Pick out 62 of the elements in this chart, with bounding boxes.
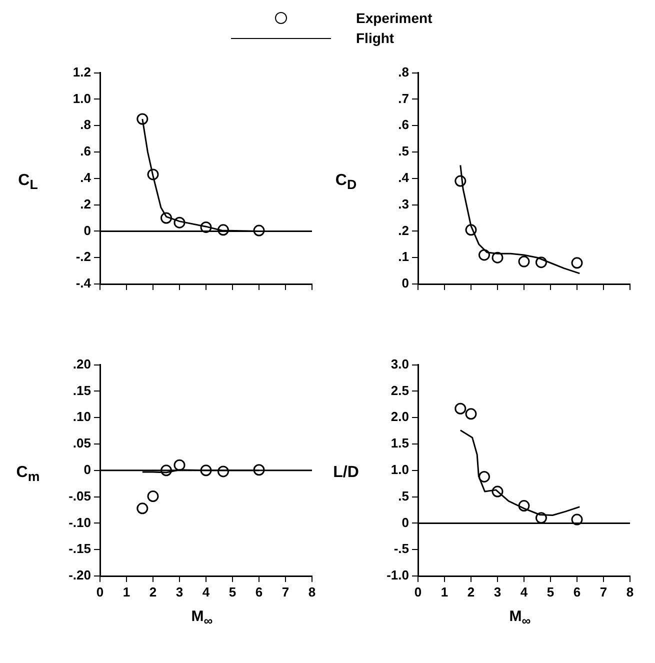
y-tick-label: 0: [84, 462, 91, 477]
y-tick-label: .20: [72, 356, 91, 372]
x-axis-title: M$_{∞}$: [190, 608, 214, 628]
y-axis-title: C$_{m}$: [15, 464, 41, 484]
y-tick-label: -.05: [68, 488, 91, 504]
x-axis-title: M$_{∞}$: [508, 608, 532, 628]
y-tick-label: 2.0: [390, 409, 409, 424]
x-tick-label: 0: [96, 584, 104, 600]
x-tick-label: 5: [546, 584, 554, 600]
y-tick-label: -.5: [394, 541, 409, 556]
y-tick-label: .05: [72, 436, 91, 451]
x-tick-label: 4: [520, 584, 528, 600]
y-tick-label: .15: [72, 382, 91, 398]
x-tick-label: 2: [149, 584, 157, 600]
y-tick-label: 3.0: [390, 356, 409, 372]
y-tick-label: -1.0: [386, 568, 409, 583]
y-axis-title: C$_{D}$: [334, 172, 358, 192]
x-tick-label: 3: [494, 584, 502, 600]
y-tick-label: 1.2: [72, 64, 91, 80]
x-tick-label: 3: [176, 584, 184, 600]
y-tick-label: .5: [398, 488, 409, 504]
y-tick-label: .8: [80, 117, 91, 132]
x-tick-label: 6: [255, 584, 263, 600]
y-tick-label: .10: [72, 409, 91, 424]
y-tick-label: -.15: [68, 541, 91, 556]
x-tick-label: 7: [600, 584, 608, 600]
x-tick-label: 6: [573, 584, 581, 600]
y-tick-label: .3: [398, 196, 409, 212]
y-axis-title: C$_{L}$: [17, 172, 39, 192]
y-tick-label: .2: [398, 222, 409, 238]
x-tick-label: 8: [626, 584, 634, 600]
x-tick-label: 5: [228, 584, 236, 600]
x-tick-label: 8: [308, 584, 316, 600]
y-tick-label: .5: [398, 144, 409, 159]
y-axis-title: L/D: [332, 464, 360, 482]
y-tick-label: .4: [80, 170, 92, 185]
text: Experiment: [356, 10, 434, 26]
y-tick-label: 1.0: [72, 90, 91, 106]
y-tick-label: 2.5: [390, 382, 409, 398]
y-tick-label: 1.5: [390, 436, 409, 451]
x-tick-label: 2: [467, 584, 475, 600]
x-tick-label: 1: [440, 584, 448, 600]
y-tick-label: .7: [398, 90, 409, 106]
y-tick-label: 0: [402, 514, 409, 530]
y-tick-label: .6: [398, 117, 409, 132]
y-tick-label: -.20: [68, 568, 91, 583]
x-tick-label: 4: [202, 584, 210, 600]
y-tick-label: .6: [80, 144, 91, 159]
y-tick-label: .2: [80, 196, 91, 212]
y-tick-label: -.10: [68, 514, 91, 530]
y-tick-label: 1.0: [390, 462, 409, 477]
x-tick-label: 7: [282, 584, 290, 600]
y-tick-label: 0: [402, 276, 409, 291]
y-tick-label: .1: [398, 249, 409, 264]
x-tick-label: 0: [414, 584, 422, 600]
y-tick-label: .8: [398, 64, 409, 80]
text: Flight: [356, 30, 396, 46]
x-tick-label: 1: [122, 584, 130, 600]
y-tick-label: -.2: [76, 249, 91, 264]
y-tick-label: -.4: [76, 276, 92, 291]
y-tick-label: .4: [398, 170, 410, 185]
y-tick-label: 0: [84, 222, 91, 238]
